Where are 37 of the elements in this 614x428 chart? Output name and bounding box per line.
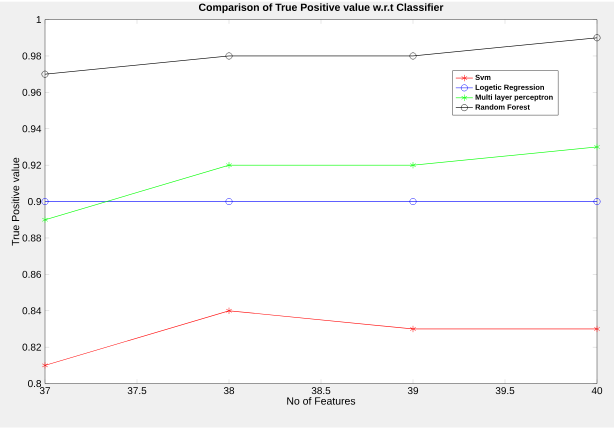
point: [410, 198, 416, 206]
y-tick-label: 0.86: [22, 271, 42, 278]
x-tick-label: 38: [224, 387, 234, 394]
y-axis-title: True Positive value: [12, 158, 20, 246]
y-tick-label: 0.84: [22, 307, 42, 315]
point: [594, 198, 600, 206]
point: [594, 34, 600, 42]
point: [410, 52, 416, 60]
x-tick-label: 40: [592, 387, 602, 394]
point: [226, 308, 232, 314]
point: [226, 198, 232, 206]
point: [226, 162, 232, 169]
y-tick-label: 0.82: [22, 344, 41, 351]
chart-title: Comparison of True Positive value w.r.t Classifier: [198, 4, 444, 14]
x-tick-label: 37: [40, 387, 50, 394]
y-tick-label: 0.88: [22, 234, 42, 242]
point: [42, 70, 48, 78]
point: [410, 326, 416, 333]
x-axis-title: No of Features: [287, 397, 356, 405]
y-tick-label: 0.94: [22, 125, 42, 133]
y-tick-label: 0.9: [28, 198, 42, 206]
point: [42, 362, 48, 370]
y-tick-label: 0.96: [22, 89, 42, 96]
x-tick-label: 39.5: [496, 387, 514, 394]
point: [42, 198, 48, 206]
point: [594, 144, 600, 151]
x-tick-label: 39: [408, 387, 418, 394]
y-tick-label: 0.8: [28, 380, 42, 388]
point: [410, 162, 416, 169]
point: [594, 326, 600, 333]
point: [42, 216, 48, 224]
y-tick-label: 0.98: [22, 52, 42, 60]
x-tick-label: 37.5: [128, 387, 146, 394]
point: [226, 52, 232, 60]
y-tick-label: 0.92: [22, 162, 41, 169]
x-tick-label: 38.5: [312, 387, 330, 394]
y-tick-label: 1: [36, 16, 42, 24]
